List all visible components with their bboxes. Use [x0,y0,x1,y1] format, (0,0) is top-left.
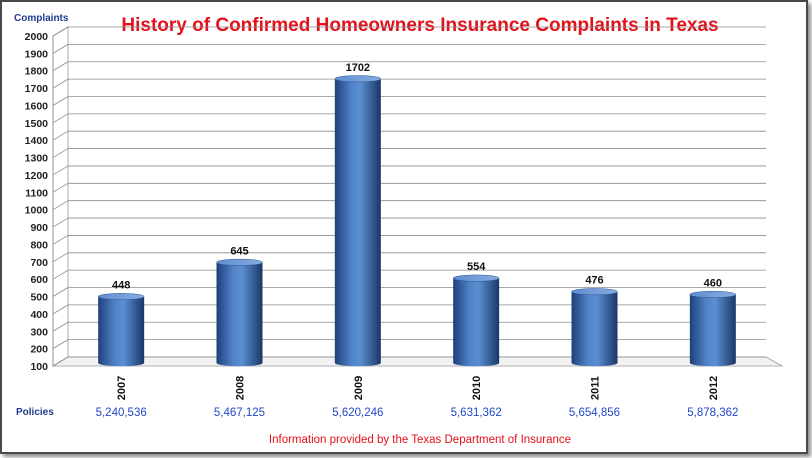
y-tick-label: 1500 [25,118,49,130]
y-tick-label: 700 [30,257,48,269]
policies-2007: 5,240,536 [96,407,147,419]
y-tick-label: 1900 [25,48,49,60]
bar-cap-2010 [452,274,500,282]
gridline-side [52,252,69,263]
gridlines [51,26,784,367]
gridline-side [52,235,69,245]
gridline-side [52,96,69,106]
policies-2009: 5,620,246 [332,407,383,419]
y-tick-label: 1600 [25,100,49,112]
y-tick-label: 1800 [25,66,49,78]
policies-2011: 5,654,856 [569,407,620,419]
bar-cap-2011 [571,288,618,296]
gridline-side [52,304,69,315]
y-tick-label: 800 [30,239,48,251]
gridline-side [52,113,69,124]
policies-2012: 5,878,362 [687,407,738,419]
y-tick-label: 1100 [25,187,48,199]
gridline-side [52,78,69,89]
policies-2008: 5,467,125 [214,407,265,419]
bar-2010 [453,278,500,367]
bar-2012 [689,294,736,367]
bar-2011 [571,291,618,367]
x-tick-label-2007: 2007 [116,376,128,400]
y-tick-label: 400 [30,309,48,321]
y-tick-label: 1700 [25,83,49,95]
data-labels: 448 645 1702 554 476 460 [112,62,722,292]
bar-cap-2008 [216,258,263,266]
data-label-2007: 448 [112,280,130,292]
y-tick-label: 200 [30,344,48,356]
complaints-bar-chart: History of Confirmed Homeowners Insuranc… [14,13,784,446]
x-axis-ticks: 2007 2008 2009 2010 2011 2012 [116,376,720,400]
data-label-2012: 460 [704,277,722,289]
bar-2009 [334,78,381,367]
gridline-side [52,321,69,332]
side-wall [52,26,69,367]
y-tick-label: 1000 [25,205,49,217]
y-tick-label: 1400 [25,135,49,147]
bar-cap-2009 [334,75,382,83]
y-tick-label: 2000 [25,31,49,43]
gridline-side [52,61,69,72]
gridline-side [52,148,69,158]
y-tick-label: 300 [30,326,48,338]
y-tick-label: 1300 [25,153,49,165]
data-label-2011: 476 [585,275,603,287]
y-tick-label: 100 [30,361,48,373]
floor [51,356,784,367]
y-axis-label: Complaints [14,13,69,24]
chart-title: History of Confirmed Homeowners Insuranc… [121,15,718,36]
gridline-side [52,339,69,349]
gridline-side [52,182,69,193]
gridline-side [52,287,69,297]
policies-2010: 5,631,362 [451,407,502,419]
policies-label: Policies [16,407,54,418]
gridline-side [52,26,69,37]
gridline-side [52,217,69,228]
gridline-side [52,165,69,176]
gridline-side [52,200,69,211]
bar-2007 [98,296,145,367]
y-axis-ticks: 100 200 300 400 500 600 700 800 900 1000 1100 1200 1… [25,31,49,373]
data-label-2009: 1702 [346,62,370,74]
policies-row: 5,240,536 5,467,125 5,620,246 5,631,362 5,65… [96,407,739,419]
data-label-2010: 554 [467,261,486,273]
y-tick-label: 900 [30,222,48,234]
bar-cap-2012 [689,291,737,298]
gridline-side [52,44,69,54]
bars [97,75,737,367]
x-tick-label-2008: 2008 [235,376,247,400]
y-tick-label: 600 [30,274,48,286]
source-note: Information provided by the Texas Depart… [269,434,571,446]
x-tick-label-2009: 2009 [353,376,365,400]
x-tick-label-2010: 2010 [471,376,483,400]
gridline-side [52,269,69,280]
x-tick-label-2011: 2011 [590,376,602,400]
bar-2008 [216,262,263,367]
y-tick-label: 500 [30,292,48,304]
bar-cap-2007 [97,293,145,301]
data-label-2008: 645 [230,245,248,257]
x-tick-label-2012: 2012 [708,376,720,400]
gridline-side [52,130,69,141]
y-tick-label: 1200 [25,170,49,182]
gridline-side [52,356,69,367]
